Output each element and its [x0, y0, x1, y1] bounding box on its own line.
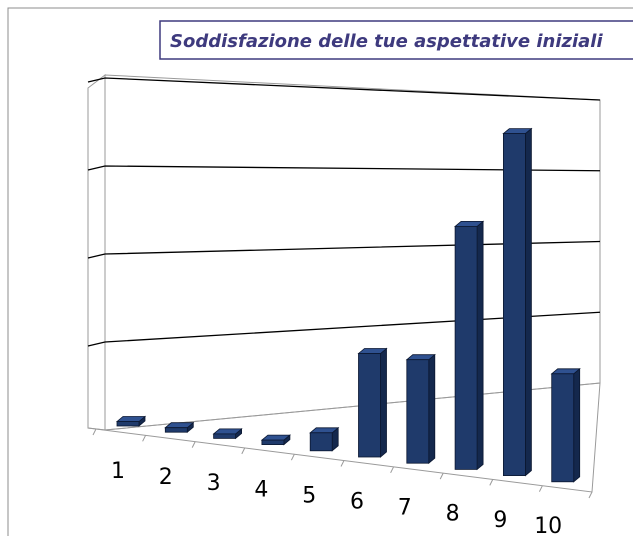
chart-title: Soddisfazione delle tue aspettative iniz…: [170, 31, 603, 52]
title-box: [159, 20, 633, 60]
floor-tick: [439, 472, 444, 480]
bar: [550, 367, 581, 483]
floor: [87, 382, 601, 493]
x-tick-label: 7: [398, 496, 412, 521]
x-tick-label: 3: [207, 471, 221, 496]
bar: [212, 428, 243, 440]
bar-side: [525, 127, 532, 477]
bar-front: [261, 439, 285, 446]
floor-tick: [489, 479, 494, 486]
bar: [164, 421, 195, 434]
x-tick-label: 9: [493, 508, 507, 533]
bar-side: [428, 353, 436, 465]
floor-tick: [538, 485, 543, 492]
floor-tick: [241, 447, 246, 455]
floor-tick: [340, 460, 345, 467]
bar-front: [358, 353, 381, 458]
x-tick-label: 1: [111, 459, 125, 484]
bar: [453, 220, 485, 471]
bar: [502, 127, 533, 477]
bar-front: [502, 133, 526, 477]
bar-front: [551, 373, 575, 483]
x-tick-label: 6: [350, 490, 364, 515]
bar-front: [454, 225, 478, 470]
floor-tick: [191, 441, 196, 448]
bar-front: [213, 433, 237, 439]
bar-front: [406, 359, 430, 464]
x-tick-label: 8: [446, 502, 460, 527]
bar-side: [380, 347, 387, 458]
side-wall: [87, 73, 106, 431]
grid-line: [87, 311, 601, 347]
bar: [115, 415, 147, 427]
bar: [309, 426, 340, 452]
x-tick-label: 5: [302, 483, 316, 508]
x-tick-label: 10: [534, 514, 562, 536]
floor-tick: [142, 435, 147, 442]
bar-front: [116, 421, 140, 427]
x-tick-label: 2: [159, 465, 173, 490]
grid-line: [87, 240, 601, 259]
bar-side: [476, 220, 484, 471]
bar-front: [309, 432, 333, 452]
x-tick-label: 4: [254, 477, 268, 502]
bars: [115, 127, 581, 483]
grid-line: [87, 165, 601, 172]
floor-tick: [290, 453, 295, 461]
floor-tick: [588, 491, 593, 499]
grid-line: [87, 77, 601, 101]
grid: [87, 77, 601, 499]
bar: [357, 347, 388, 458]
bar: [405, 353, 436, 465]
bar-front: [164, 427, 188, 433]
bar: [260, 434, 292, 446]
floor-tick: [390, 466, 395, 474]
bar-side: [573, 367, 581, 483]
floor-tick: [92, 428, 97, 436]
